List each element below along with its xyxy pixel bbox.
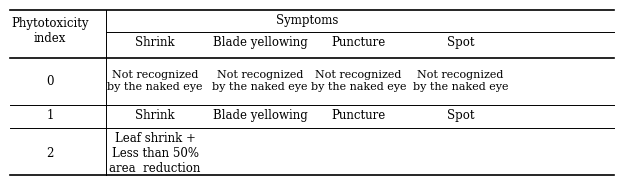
Text: Not recognized
by the naked eye: Not recognized by the naked eye bbox=[212, 70, 308, 92]
Text: Spot: Spot bbox=[447, 109, 474, 122]
Text: Shrink: Shrink bbox=[135, 109, 175, 122]
Text: 0: 0 bbox=[47, 75, 54, 88]
Text: Puncture: Puncture bbox=[332, 36, 386, 49]
Text: Puncture: Puncture bbox=[332, 109, 386, 122]
Text: 2: 2 bbox=[47, 147, 54, 160]
Text: Phytotoxicity
index: Phytotoxicity index bbox=[11, 17, 89, 45]
Text: Spot: Spot bbox=[447, 36, 474, 49]
Text: Not recognized
by the naked eye: Not recognized by the naked eye bbox=[412, 70, 508, 92]
Text: Leaf shrink +
Less than 50%
area  reduction: Leaf shrink + Less than 50% area reducti… bbox=[109, 132, 201, 175]
Text: Symptoms: Symptoms bbox=[277, 13, 339, 26]
Text: Shrink: Shrink bbox=[135, 36, 175, 49]
Text: Not recognized
by the naked eye: Not recognized by the naked eye bbox=[311, 70, 406, 92]
Text: Blade yellowing: Blade yellowing bbox=[213, 109, 307, 122]
Text: Not recognized
by the naked eye: Not recognized by the naked eye bbox=[108, 70, 203, 92]
Text: Blade yellowing: Blade yellowing bbox=[213, 36, 307, 49]
Text: 1: 1 bbox=[47, 109, 54, 122]
